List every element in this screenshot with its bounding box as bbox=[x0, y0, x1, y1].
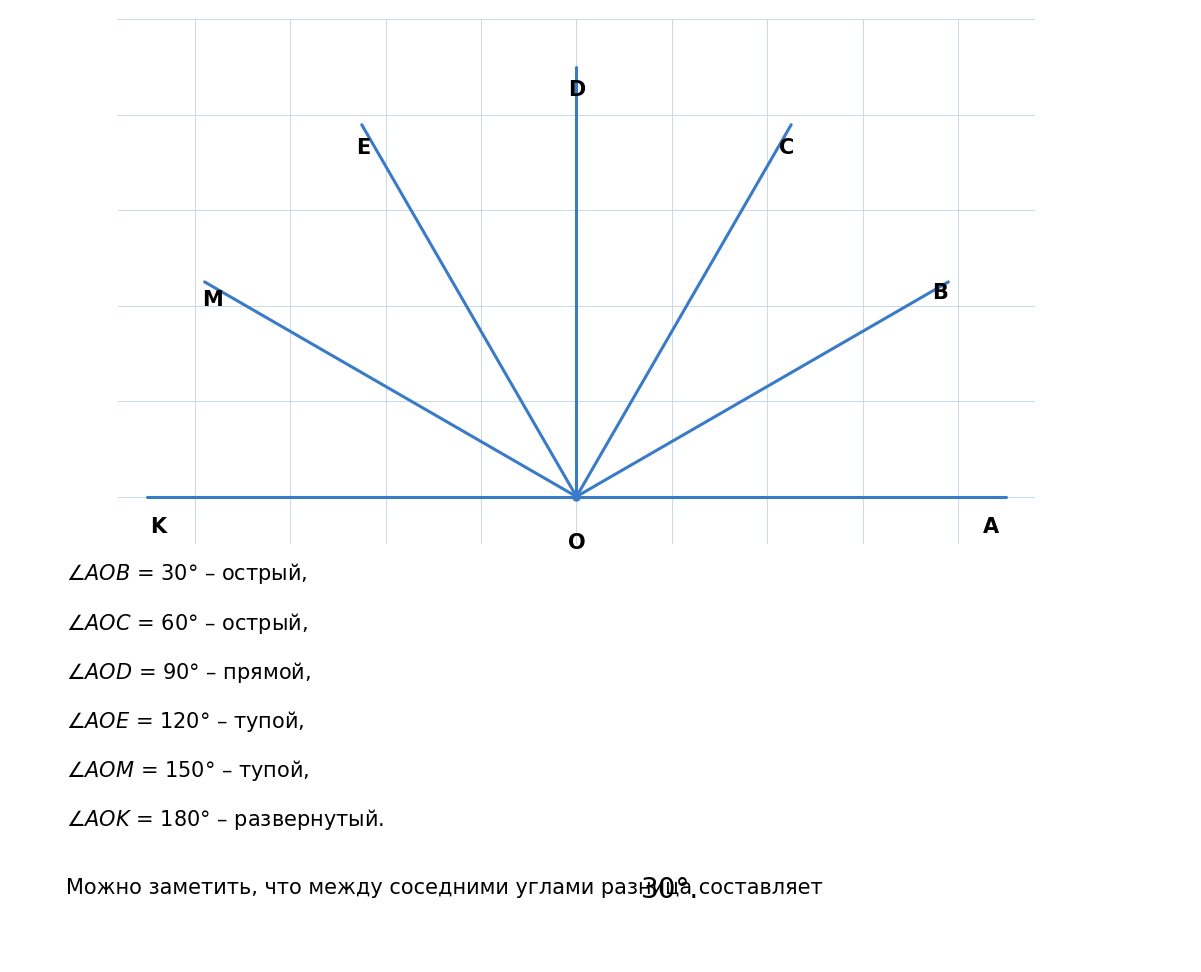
Text: D: D bbox=[568, 80, 585, 100]
Text: 30°.: 30°. bbox=[641, 876, 699, 904]
Text: M: M bbox=[203, 290, 223, 310]
Text: E: E bbox=[357, 138, 371, 158]
Text: C: C bbox=[778, 138, 794, 158]
Text: B: B bbox=[932, 283, 948, 303]
Text: O: O bbox=[568, 533, 585, 553]
Text: ∠$\mathit{AOM}$ = 150° – тупой,: ∠$\mathit{AOM}$ = 150° – тупой, bbox=[66, 758, 310, 783]
Text: ∠$\mathit{AOE}$ = 120° – тупой,: ∠$\mathit{AOE}$ = 120° – тупой, bbox=[66, 709, 305, 734]
Text: ∠$\mathit{AOC}$ = 60° – острый,: ∠$\mathit{AOC}$ = 60° – острый, bbox=[66, 610, 307, 636]
Text: ∠$\mathit{AOD}$ = 90° – прямой,: ∠$\mathit{AOD}$ = 90° – прямой, bbox=[66, 660, 311, 685]
Text: K: K bbox=[150, 517, 167, 538]
Text: ∠$\mathit{AOK}$ = 180° – развернутый.: ∠$\mathit{AOK}$ = 180° – развернутый. bbox=[66, 808, 384, 832]
Text: Можно заметить, что между соседними углами разница составляет: Можно заметить, что между соседними угла… bbox=[66, 878, 830, 898]
Text: ∠$\mathit{AOB}$ = 30° – острый,: ∠$\mathit{AOB}$ = 30° – острый, bbox=[66, 562, 307, 586]
Text: A: A bbox=[982, 517, 999, 538]
